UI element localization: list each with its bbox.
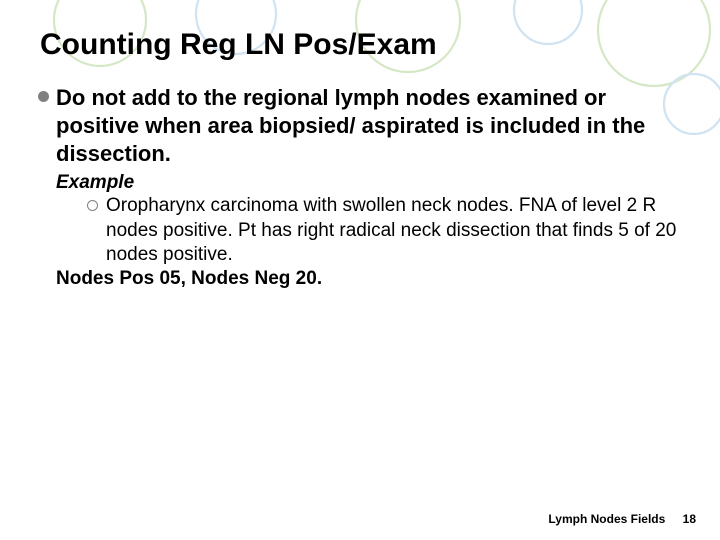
ring-bullet-icon [78,194,106,211]
example-body-text: Oropharynx carcinoma with swollen neck n… [106,194,684,267]
slide-content: Counting Reg LN Pos/Exam Do not add to t… [0,0,720,292]
bullet-level-2: Oropharynx carcinoma with swollen neck n… [78,194,684,267]
disc-bullet-icon [30,84,56,102]
slide-title: Counting Reg LN Pos/Exam [40,28,684,62]
bullet-main-text: Do not add to the regional lymph nodes e… [56,84,684,168]
example-label: Example [56,172,684,194]
bullet-level-1: Do not add to the regional lymph nodes e… [30,84,684,168]
slide-body: Do not add to the regional lymph nodes e… [30,84,684,292]
footer-label: Lymph Nodes Fields [548,512,665,526]
summary-line: Nodes Pos 05, Nodes Neg 20. [56,267,684,291]
page-number: 18 [683,512,696,526]
slide-footer: Lymph Nodes Fields 18 [548,512,696,526]
